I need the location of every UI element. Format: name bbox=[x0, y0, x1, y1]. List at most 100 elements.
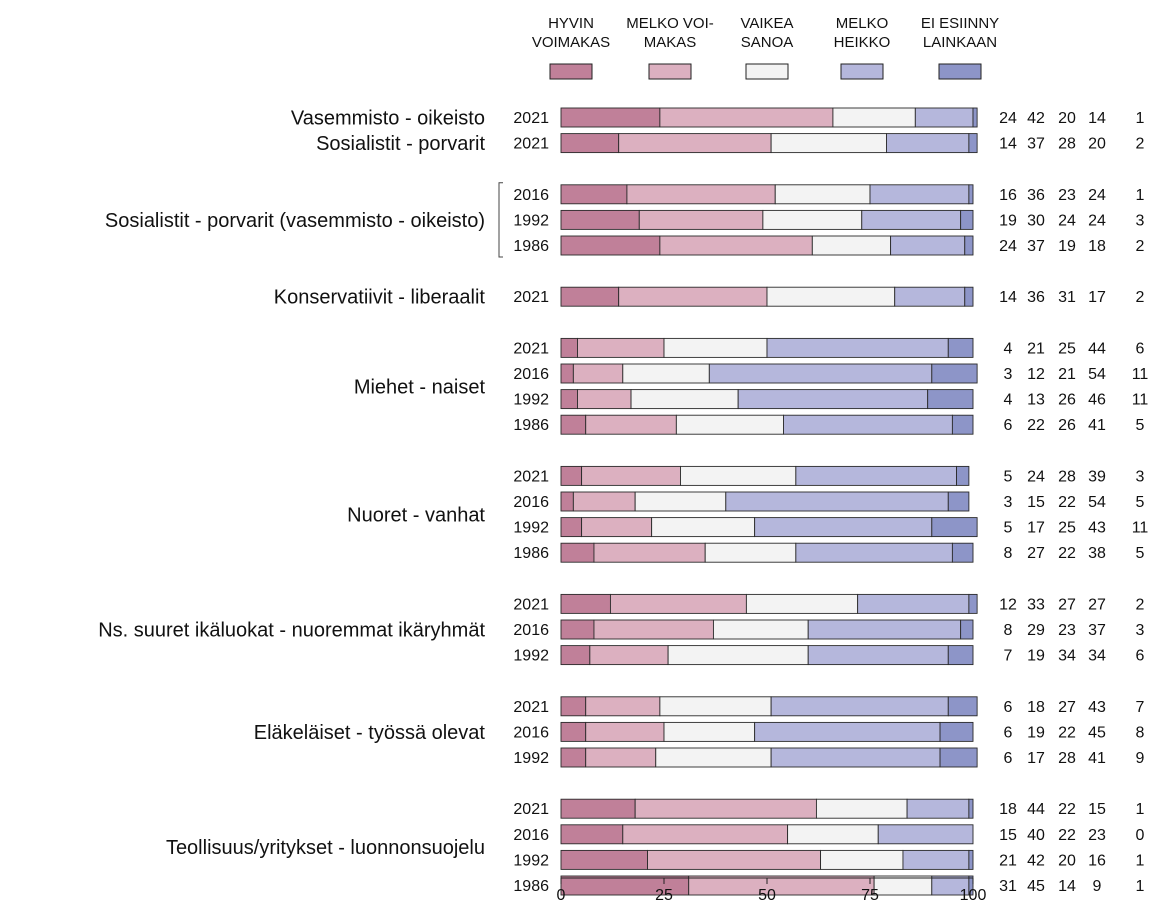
year-label: 2021 bbox=[513, 801, 549, 818]
bar-segment bbox=[708, 363, 933, 384]
bar-segment bbox=[832, 107, 916, 128]
value-label: 22 bbox=[1058, 724, 1076, 741]
value-label: 27 bbox=[1058, 596, 1076, 613]
bar-segment bbox=[626, 184, 776, 205]
bar-segment bbox=[931, 363, 978, 384]
value-label: 28 bbox=[1058, 136, 1076, 153]
bar-segment bbox=[560, 414, 587, 435]
bar-segment bbox=[766, 337, 949, 358]
legend-label: MELKO bbox=[836, 15, 889, 32]
bar-segment bbox=[659, 235, 813, 256]
bar-segment bbox=[659, 107, 834, 128]
value-label: 1 bbox=[1136, 878, 1145, 895]
value-label: 1 bbox=[1136, 852, 1145, 869]
bar-segment bbox=[956, 465, 970, 486]
legend-label: HEIKKO bbox=[834, 34, 891, 51]
value-label: 29 bbox=[1027, 622, 1045, 639]
bar-row: 1992 21 42 20 16 1 bbox=[513, 849, 1145, 870]
value-label: 27 bbox=[1088, 596, 1106, 613]
group-label: Nuoret - vanhat bbox=[347, 504, 485, 526]
bar-segment bbox=[560, 798, 636, 819]
bar-segment bbox=[560, 542, 595, 563]
bar-segment bbox=[560, 184, 628, 205]
bar-row: 2021 24 42 20 14 1 bbox=[513, 107, 1145, 128]
bar-row: 2021 14 36 31 17 2 bbox=[513, 286, 1145, 307]
value-label: 54 bbox=[1088, 366, 1106, 383]
value-label: 19 bbox=[1027, 648, 1045, 665]
bar-segment bbox=[581, 465, 681, 486]
bar-segment bbox=[947, 337, 974, 358]
value-label: 33 bbox=[1027, 596, 1045, 613]
value-label: 8 bbox=[1136, 724, 1145, 741]
bar-segment bbox=[667, 645, 809, 666]
bar-segment bbox=[622, 824, 789, 845]
bar-segment bbox=[560, 645, 591, 666]
value-label: 7 bbox=[1004, 648, 1013, 665]
value-label: 6 bbox=[1004, 699, 1013, 716]
bar-group: 2021 12 33 27 27 2 2016 8 29 23 37 3 1992 7 19 34 34 6 Ns.… bbox=[98, 593, 1145, 666]
value-label: 44 bbox=[1027, 801, 1045, 818]
bar-segment bbox=[618, 286, 768, 307]
year-label: 1992 bbox=[513, 520, 549, 537]
bar-segment bbox=[634, 491, 727, 512]
legend-label: HYVIN bbox=[548, 15, 594, 32]
year-label: 2016 bbox=[513, 724, 549, 741]
value-label: 2 bbox=[1136, 238, 1145, 255]
value-label: 27 bbox=[1058, 699, 1076, 716]
value-label: 28 bbox=[1058, 468, 1076, 485]
bar-row: 1992 5 17 25 43 11 bbox=[513, 517, 1149, 538]
value-label: 8 bbox=[1004, 622, 1013, 639]
year-label: 2016 bbox=[513, 187, 549, 204]
value-label: 11 bbox=[1132, 520, 1149, 537]
value-label: 24 bbox=[1088, 212, 1106, 229]
group-label: Vasemmisto - oikeisto bbox=[291, 108, 485, 130]
value-label: 41 bbox=[1088, 417, 1106, 434]
value-label: 16 bbox=[999, 187, 1017, 204]
value-label: 26 bbox=[1058, 392, 1076, 409]
bar-segment bbox=[593, 619, 714, 640]
bar-segment bbox=[560, 363, 574, 384]
value-label: 22 bbox=[1058, 801, 1076, 818]
bar-segment bbox=[951, 414, 974, 435]
value-label: 18 bbox=[999, 801, 1017, 818]
value-label: 40 bbox=[1027, 827, 1045, 844]
bar-group: 2021 14 36 31 17 2 Konservatiivit - liberaalit bbox=[274, 287, 1145, 309]
value-label: 3 bbox=[1004, 494, 1013, 511]
value-label: 42 bbox=[1027, 852, 1045, 869]
value-label: 15 bbox=[999, 827, 1017, 844]
value-label: 6 bbox=[1004, 750, 1013, 767]
legend-item: MELKO VOI- MAKAS bbox=[626, 15, 714, 80]
bar-segment bbox=[560, 209, 640, 230]
value-label: 21 bbox=[1058, 366, 1076, 383]
value-label: 24 bbox=[1088, 187, 1106, 204]
value-label: 18 bbox=[1088, 238, 1106, 255]
value-label: 2 bbox=[1136, 596, 1145, 613]
value-label: 16 bbox=[1088, 852, 1106, 869]
bar-segment bbox=[873, 875, 933, 896]
bar-row: 1986 6 22 26 41 5 bbox=[513, 414, 1145, 435]
bar-segment bbox=[572, 363, 624, 384]
bar-segment bbox=[906, 798, 970, 819]
value-label: 2 bbox=[1136, 289, 1145, 306]
bar-segment bbox=[774, 184, 871, 205]
value-label: 17 bbox=[1027, 520, 1045, 537]
value-label: 43 bbox=[1088, 699, 1106, 716]
bar-segment bbox=[754, 517, 933, 538]
value-label: 34 bbox=[1058, 648, 1076, 665]
bar-segment bbox=[861, 209, 962, 230]
bar-segment bbox=[939, 747, 978, 768]
bar-segment bbox=[560, 593, 611, 614]
year-label: 1992 bbox=[513, 392, 549, 409]
value-label: 20 bbox=[1058, 110, 1076, 127]
bar-segment bbox=[770, 747, 941, 768]
bar-segment bbox=[577, 337, 665, 358]
bar-row: 1992 7 19 34 34 6 bbox=[513, 645, 1145, 666]
bar-segment bbox=[902, 849, 970, 870]
year-label: 2021 bbox=[513, 699, 549, 716]
year-label: 1992 bbox=[513, 750, 549, 767]
value-label: 12 bbox=[1027, 366, 1045, 383]
bar-row: 2016 16 36 23 24 1 bbox=[513, 184, 1145, 205]
bar-segment bbox=[787, 824, 879, 845]
bar-segment bbox=[647, 849, 822, 870]
